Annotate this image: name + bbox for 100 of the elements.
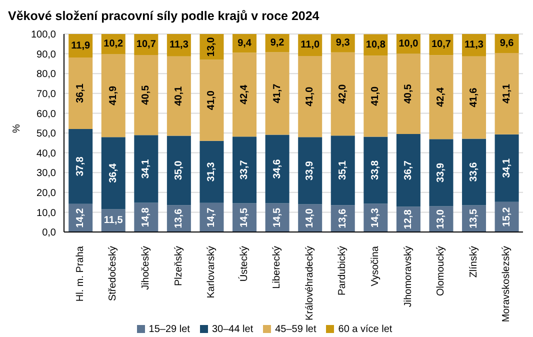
data-label: 37,8 bbox=[75, 156, 86, 176]
x-tick-label: Karlovarský bbox=[206, 246, 218, 298]
data-label: 31,3 bbox=[206, 162, 218, 182]
data-label: 11,3 bbox=[464, 40, 484, 51]
data-label: 40,1 bbox=[173, 86, 184, 106]
data-label: 9,6 bbox=[500, 38, 514, 50]
data-label: 41,0 bbox=[370, 86, 382, 106]
data-label: 35,1 bbox=[337, 160, 348, 180]
bar bbox=[265, 52, 290, 135]
y-tick-label: 40,0 bbox=[36, 148, 56, 160]
y-tick-label: 20,0 bbox=[36, 188, 56, 199]
data-label: 13,6 bbox=[173, 208, 184, 228]
bar bbox=[396, 54, 420, 134]
data-label: 13,6 bbox=[337, 208, 348, 228]
legend-label: 15–29 let bbox=[148, 324, 190, 335]
bar bbox=[166, 56, 191, 136]
data-label: 33,9 bbox=[304, 160, 316, 180]
x-tick-label: Vysočina bbox=[370, 246, 381, 286]
data-label: 14,5 bbox=[272, 207, 283, 228]
y-tick-label: 0,0 bbox=[42, 228, 56, 239]
y-tick-label: 50,0 bbox=[36, 128, 56, 140]
x-tick-label: Zlínský bbox=[468, 246, 480, 278]
data-label: 10,7 bbox=[136, 38, 156, 50]
data-label: 11,3 bbox=[169, 40, 189, 51]
bar bbox=[462, 138, 486, 206]
data-label: 13,0 bbox=[206, 36, 218, 57]
bar bbox=[298, 137, 322, 204]
y-tick-label: 100,0 bbox=[30, 30, 56, 41]
data-label: 41,0 bbox=[206, 90, 218, 110]
bar bbox=[298, 56, 322, 138]
data-label: 42,4 bbox=[239, 84, 250, 104]
data-label: 34,6 bbox=[272, 158, 283, 179]
data-label: 15,2 bbox=[501, 206, 512, 227]
x-tick-label: Ústecký bbox=[238, 246, 250, 282]
data-label: 41,0 bbox=[304, 86, 316, 106]
data-label: 36,4 bbox=[108, 163, 119, 183]
data-label: 9,3 bbox=[336, 38, 350, 49]
x-tick-label: Moravskoslezský bbox=[501, 246, 512, 322]
data-label: 9,2 bbox=[270, 38, 285, 49]
data-label: 33,9 bbox=[436, 162, 447, 182]
bar bbox=[68, 129, 93, 204]
y-tick-label: 90,0 bbox=[36, 49, 56, 60]
bar bbox=[494, 53, 519, 134]
data-label: 11,9 bbox=[71, 40, 90, 52]
bar bbox=[166, 136, 191, 206]
legend-label: 30–44 let bbox=[212, 324, 254, 335]
bar bbox=[232, 52, 257, 137]
data-label: 14,8 bbox=[140, 207, 152, 228]
x-tick-label: Hl. m. Praha bbox=[74, 246, 86, 302]
data-label: 9,4 bbox=[238, 38, 252, 49]
legend-label: 45–59 let bbox=[275, 324, 316, 335]
data-label: 14,7 bbox=[206, 207, 218, 228]
x-tick-label: Královéhradecký bbox=[304, 246, 316, 320]
data-label: 33,6 bbox=[468, 162, 480, 182]
data-label: 41,1 bbox=[501, 84, 512, 104]
bar bbox=[101, 137, 126, 210]
bar bbox=[101, 54, 126, 138]
data-label: 13,0 bbox=[436, 208, 447, 229]
bar bbox=[134, 54, 158, 136]
y-tick-label: 10,0 bbox=[36, 208, 56, 219]
data-label: 14,0 bbox=[304, 208, 316, 228]
data-label: 10,2 bbox=[104, 38, 124, 50]
data-label: 12,8 bbox=[402, 209, 414, 230]
bar bbox=[134, 135, 158, 203]
data-label: 10,7 bbox=[432, 39, 452, 50]
data-label: 14,2 bbox=[75, 208, 86, 228]
y-tick-label: 60,0 bbox=[36, 108, 56, 120]
data-label: 42,4 bbox=[436, 86, 447, 107]
bar bbox=[396, 134, 420, 207]
data-label: 14,3 bbox=[370, 208, 382, 228]
data-label: 41,7 bbox=[272, 83, 283, 104]
x-tick-label: Liberecký bbox=[272, 246, 283, 289]
bar bbox=[462, 56, 486, 139]
bar bbox=[265, 134, 290, 204]
bar bbox=[200, 140, 224, 203]
data-label: 40,5 bbox=[402, 84, 414, 104]
data-label: 34,1 bbox=[501, 158, 512, 178]
data-label: 34,1 bbox=[140, 158, 152, 179]
data-label: 41,6 bbox=[468, 87, 480, 108]
data-label: 11,5 bbox=[104, 215, 124, 226]
data-label: 14,5 bbox=[239, 207, 250, 228]
y-axis-title: % bbox=[12, 124, 23, 133]
x-tick-label: Pardubický bbox=[337, 246, 348, 296]
data-label: 13,5 bbox=[468, 208, 480, 228]
bar bbox=[364, 56, 388, 137]
x-tick-label: Středočeský bbox=[108, 246, 119, 302]
data-label: 33,8 bbox=[370, 160, 382, 180]
bar bbox=[494, 134, 519, 202]
data-label: 40,5 bbox=[140, 84, 152, 105]
data-label: 36,7 bbox=[402, 160, 414, 180]
data-label: 35,0 bbox=[173, 160, 184, 180]
x-tick-label: Jihočeský bbox=[140, 246, 152, 290]
data-label: 41,9 bbox=[108, 86, 119, 106]
bar bbox=[232, 136, 257, 204]
chart-title: Věkové složení pracovní síly podle krajů v roce 2024 bbox=[8, 8, 320, 25]
data-label: 11,0 bbox=[300, 40, 320, 51]
data-label: 36,1 bbox=[75, 83, 86, 104]
data-label: 10,8 bbox=[366, 39, 386, 50]
data-label: 10,0 bbox=[398, 38, 419, 50]
bar bbox=[330, 136, 355, 206]
